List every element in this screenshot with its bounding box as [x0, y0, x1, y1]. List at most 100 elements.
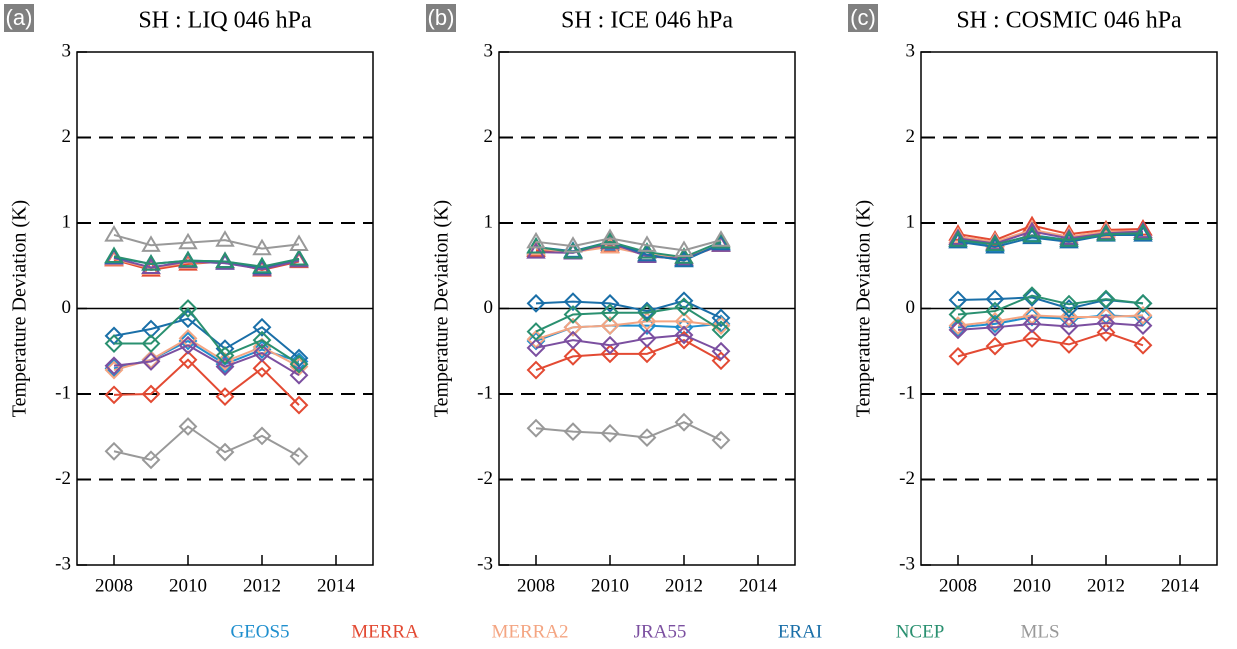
- diamond-marker: [1096, 323, 1116, 342]
- triangle-marker: [178, 250, 198, 268]
- x-tick-label: 2008: [95, 575, 133, 596]
- diamond-marker: [289, 395, 309, 415]
- diamond-marker: [141, 352, 161, 371]
- diamond-marker: [948, 320, 968, 340]
- y-tick-label: 1: [906, 211, 916, 232]
- y-tick-label: -1: [55, 382, 71, 403]
- y-tick-label: -3: [899, 553, 915, 574]
- y-tick-label: -1: [477, 382, 493, 403]
- diamond-marker: [1096, 307, 1116, 327]
- diamond-marker: [563, 422, 583, 442]
- diamond-marker: [711, 341, 731, 361]
- diamond-marker: [711, 430, 731, 450]
- diamond-marker: [948, 290, 968, 310]
- series-line: [114, 307, 300, 365]
- y-tick-label: 2: [62, 126, 72, 147]
- diamond-marker: [526, 322, 546, 341]
- triangle-marker: [104, 224, 124, 242]
- diamond-marker: [104, 441, 124, 461]
- diamond-marker: [289, 447, 309, 466]
- diamond-marker: [985, 301, 1005, 321]
- legend-entry: ERAI: [778, 621, 822, 642]
- diamond-marker: [526, 338, 546, 358]
- diamond-marker: [215, 354, 235, 374]
- diamond-marker: [711, 308, 731, 328]
- diamond-marker: [104, 385, 124, 405]
- diamond-marker: [637, 428, 657, 448]
- diamond-marker: [289, 352, 309, 371]
- diamond-marker: [104, 356, 124, 376]
- triangle-marker: [948, 224, 968, 241]
- triangle-marker: [289, 248, 309, 266]
- diamond-marker: [711, 316, 731, 336]
- diamond-marker: [526, 360, 546, 380]
- triangle-marker: [600, 236, 620, 254]
- legend-entry: MERRA2: [491, 621, 568, 642]
- diamond-marker: [563, 292, 583, 312]
- y-tick-label: 3: [62, 40, 72, 61]
- x-tick-label: 2008: [517, 575, 555, 596]
- diamond-marker: [985, 336, 1005, 356]
- y-tick-label: 1: [484, 211, 494, 232]
- diamond-marker: [178, 335, 198, 355]
- legend-entry: NCEP: [896, 621, 945, 642]
- diamond-marker: [674, 311, 694, 331]
- diamond-marker: [289, 354, 309, 374]
- panel-label-box: [4, 4, 34, 32]
- series-line: [957, 331, 1144, 358]
- diamond-marker: [637, 344, 657, 364]
- triangle-marker: [141, 257, 161, 275]
- diamond-marker: [600, 344, 620, 364]
- diamond-marker: [252, 343, 272, 363]
- diamond-marker: [948, 316, 968, 336]
- y-tick-label: 2: [484, 126, 494, 147]
- diamond-marker: [637, 303, 657, 323]
- diamond-marker: [141, 384, 161, 404]
- legend-entry: GEOS5: [230, 621, 289, 642]
- diamond-marker: [674, 325, 694, 345]
- diamond-marker: [252, 330, 272, 350]
- series-line: [535, 237, 722, 252]
- y-tick-label: 0: [484, 297, 494, 318]
- series-line: [535, 320, 722, 341]
- triangle-marker: [711, 230, 731, 247]
- diamond-marker: [1059, 307, 1079, 327]
- series-line: [113, 358, 300, 406]
- diamond-marker: [985, 289, 1005, 309]
- panel-title: SH : COSMIC 046 hPa: [956, 8, 1182, 34]
- diamond-marker: [215, 357, 235, 377]
- diamond-marker: [563, 317, 583, 337]
- diamond-marker: [178, 299, 198, 318]
- diamond-marker: [1022, 287, 1042, 307]
- diamond-marker: [985, 311, 1005, 331]
- plot-frame: [76, 51, 374, 566]
- triangle-marker: [1133, 223, 1153, 240]
- triangle-marker: [526, 236, 546, 254]
- diamond-marker: [1022, 329, 1042, 348]
- diamond-marker: [526, 293, 546, 313]
- diamond-marker: [1022, 286, 1042, 306]
- y-tick-label: 3: [484, 40, 494, 61]
- triangle-marker: [141, 235, 161, 252]
- triangle-marker: [985, 234, 1005, 251]
- diamond-marker: [1133, 335, 1153, 355]
- triangle-marker: [178, 232, 198, 250]
- triangle-marker: [1096, 224, 1116, 241]
- triangle-marker: [526, 242, 546, 259]
- y-tick-label: 3: [906, 40, 916, 61]
- diamond-marker: [985, 317, 1005, 337]
- diamond-marker: [141, 319, 161, 339]
- series-line: [957, 232, 1144, 246]
- y-tick-label: -1: [899, 382, 915, 403]
- diamond-marker: [252, 358, 272, 378]
- diamond-marker: [600, 316, 620, 336]
- series-line: [535, 305, 722, 333]
- legend-entry: MLS: [1020, 621, 1059, 642]
- diamond-marker: [215, 387, 235, 406]
- triangle-marker: [637, 235, 657, 252]
- panel-label-box: [426, 4, 456, 32]
- diamond-marker: [674, 291, 694, 311]
- y-tick-label: 1: [62, 211, 72, 232]
- series-line: [113, 255, 300, 268]
